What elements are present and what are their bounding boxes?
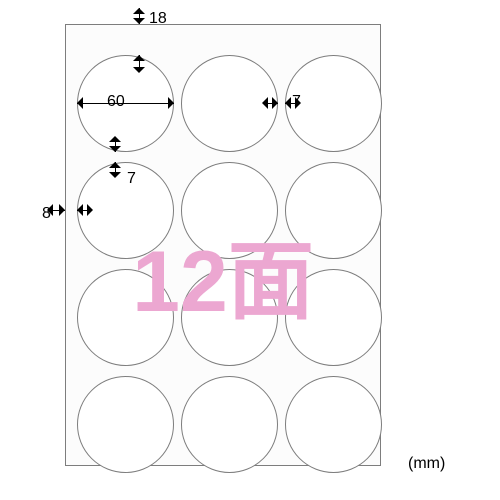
- dim-arrow: [262, 97, 268, 109]
- dim-arrow: [133, 18, 145, 24]
- dim-arrow: [285, 97, 291, 109]
- dim-arrow: [77, 97, 83, 109]
- dim-arrow: [109, 136, 121, 142]
- diagram-stage: 18 60 7 7 8 12面 (mm): [0, 0, 500, 500]
- overlay-count-text: 12面: [73, 211, 373, 336]
- dim-value: 60: [107, 93, 125, 111]
- dim-arrow: [133, 67, 145, 73]
- dim-value: 8: [42, 205, 51, 223]
- dim-line: [77, 103, 174, 104]
- unit-label: (mm): [408, 455, 445, 473]
- dim-arrow: [272, 97, 278, 109]
- label-circle: [77, 376, 174, 473]
- dim-arrow: [109, 146, 121, 152]
- dim-arrow: [59, 204, 65, 216]
- dim-value: 7: [292, 93, 301, 111]
- dim-arrow: [168, 97, 174, 109]
- dim-arrow: [109, 162, 121, 168]
- dim-arrow: [133, 55, 145, 61]
- dim-arrow: [109, 172, 121, 178]
- dim-arrow: [133, 8, 145, 14]
- dim-value: 18: [149, 10, 167, 28]
- label-circle: [181, 376, 278, 473]
- label-circle: [285, 376, 382, 473]
- dim-value: 7: [127, 170, 136, 188]
